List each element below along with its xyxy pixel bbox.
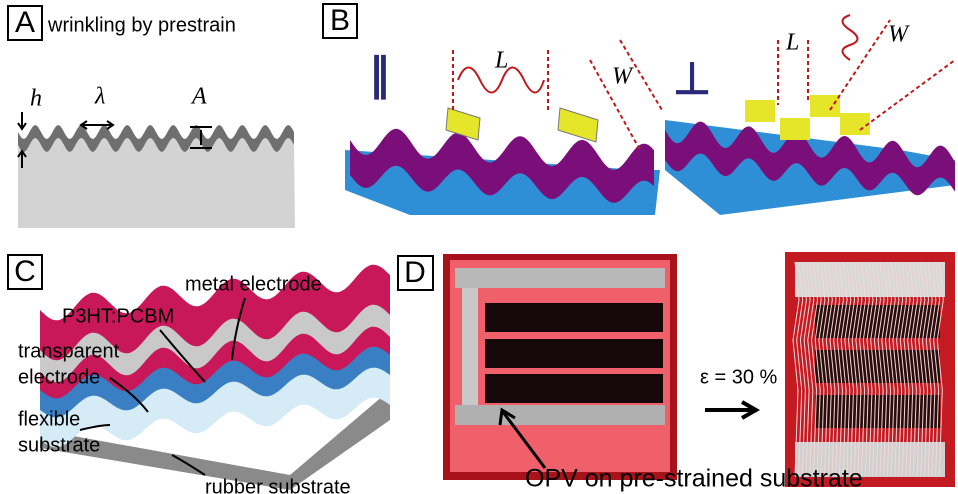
electrode-strip <box>455 405 665 425</box>
parallel-symbol: ∥ <box>369 51 391 101</box>
electrode <box>840 113 870 135</box>
h-label: h <box>30 86 42 112</box>
L-label: L <box>494 48 508 74</box>
wave <box>843 15 858 60</box>
caption: wrinkling by prestrain <box>47 14 236 36</box>
electrode <box>810 95 840 117</box>
layer-label: electrode <box>18 366 100 388</box>
layer-label: flexible <box>18 408 80 430</box>
lambda-label: λ <box>94 84 105 110</box>
dash <box>453 40 662 150</box>
perp-symbol: ⊥ <box>673 55 711 104</box>
panel-b: B ∥ L W ⊥ L W <box>323 4 955 215</box>
cell <box>485 303 663 332</box>
cell <box>485 374 663 403</box>
L-label: L <box>785 30 799 56</box>
layer-label: rubber substrate <box>205 476 351 494</box>
W-label: W <box>612 64 634 90</box>
panel-c: C metal electrode P3HT:PCBM transparent … <box>8 255 390 494</box>
figure: A wrinkling by prestrain h λ A B ∥ L W ⊥ <box>0 0 958 494</box>
panel-label: D <box>404 256 426 289</box>
arrow <box>705 402 756 418</box>
layer-label: metal electrode <box>185 273 322 295</box>
layer-label: substrate <box>18 434 100 456</box>
layer-label: transparent <box>18 340 120 362</box>
electrode <box>558 108 598 142</box>
layer-label: P3HT:PCBM <box>62 305 174 327</box>
strain-label: ε = 30 % <box>700 366 778 388</box>
panel-label: C <box>14 255 36 288</box>
electrode <box>745 100 775 122</box>
caption: OPV on pre-strained substrate <box>525 465 863 493</box>
electrode <box>446 108 480 140</box>
electrode-strip <box>455 268 665 288</box>
electrode-strip <box>462 288 478 405</box>
W-label: W <box>888 22 910 48</box>
panel-label: A <box>15 6 35 39</box>
panel-a: A wrinkling by prestrain h λ A <box>8 6 295 228</box>
amp-label: A <box>190 84 207 110</box>
panel-d: D ε = 30 % OPV on pre-strained substrate <box>398 252 955 493</box>
cell <box>485 339 663 368</box>
panel-label: B <box>330 4 350 37</box>
electrode <box>780 118 810 140</box>
